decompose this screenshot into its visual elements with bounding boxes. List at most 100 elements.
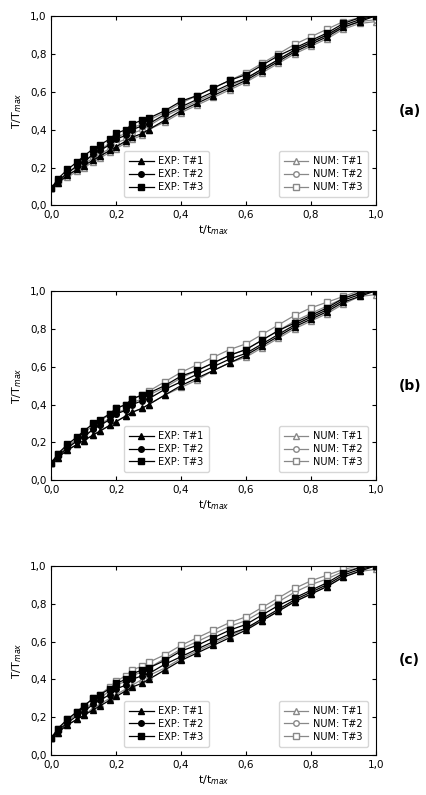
EXP: T#2: (1, 1): T#2: (1, 1) xyxy=(372,11,377,21)
NUM: T#1: (0.9, 0.94): T#1: (0.9, 0.94) xyxy=(340,572,345,582)
EXP: T#1: (0.08, 0.19): T#1: (0.08, 0.19) xyxy=(75,165,80,174)
NUM: T#1: (0.23, 0.33): T#1: (0.23, 0.33) xyxy=(123,138,128,148)
EXP: T#3: (0.8, 0.87): T#3: (0.8, 0.87) xyxy=(308,36,313,45)
EXP: T#2: (0.13, 0.27): T#2: (0.13, 0.27) xyxy=(91,149,96,159)
EXP: T#2: (0, 0.09): T#2: (0, 0.09) xyxy=(49,734,54,743)
NUM: T#2: (0.6, 0.67): T#2: (0.6, 0.67) xyxy=(243,74,248,83)
NUM: T#3: (0.4, 0.57): T#3: (0.4, 0.57) xyxy=(178,367,183,377)
EXP: T#1: (0.75, 0.81): T#1: (0.75, 0.81) xyxy=(291,47,296,56)
NUM: T#3: (0.75, 0.88): T#3: (0.75, 0.88) xyxy=(291,584,296,593)
NUM: T#3: (0.23, 0.4): T#3: (0.23, 0.4) xyxy=(123,400,128,409)
EXP: T#3: (0.5, 0.62): T#3: (0.5, 0.62) xyxy=(210,83,216,93)
NUM: T#1: (0.8, 0.84): T#1: (0.8, 0.84) xyxy=(308,41,313,51)
EXP: T#1: (0.3, 0.4): T#1: (0.3, 0.4) xyxy=(146,125,151,134)
EXP: T#1: (0.55, 0.62): T#1: (0.55, 0.62) xyxy=(227,358,232,367)
EXP: T#3: (0.28, 0.45): T#3: (0.28, 0.45) xyxy=(139,115,144,125)
NUM: T#3: (0.65, 0.75): T#3: (0.65, 0.75) xyxy=(259,59,264,68)
NUM: T#3: (0.7, 0.8): T#3: (0.7, 0.8) xyxy=(275,49,280,59)
EXP: T#2: (0.4, 0.52): T#2: (0.4, 0.52) xyxy=(178,377,183,386)
NUM: T#1: (0.02, 0.12): T#1: (0.02, 0.12) xyxy=(55,727,60,737)
EXP: T#1: (0.65, 0.71): T#1: (0.65, 0.71) xyxy=(259,341,264,351)
EXP: T#1: (0.13, 0.24): T#1: (0.13, 0.24) xyxy=(91,705,96,715)
EXP: T#3: (0.45, 0.58): T#3: (0.45, 0.58) xyxy=(194,366,199,375)
EXP: T#3: (0.45, 0.58): T#3: (0.45, 0.58) xyxy=(194,641,199,650)
EXP: T#3: (0.02, 0.14): T#3: (0.02, 0.14) xyxy=(55,449,60,459)
NUM: T#3: (0.3, 0.49): T#3: (0.3, 0.49) xyxy=(146,657,151,667)
EXP: T#1: (0, 0.09): T#1: (0, 0.09) xyxy=(49,184,54,193)
NUM: T#1: (0.25, 0.35): T#1: (0.25, 0.35) xyxy=(130,134,135,144)
NUM: T#1: (0.6, 0.65): T#1: (0.6, 0.65) xyxy=(243,352,248,362)
EXP: T#2: (0.95, 0.98): T#2: (0.95, 0.98) xyxy=(356,564,361,574)
NUM: T#2: (0.08, 0.21): T#2: (0.08, 0.21) xyxy=(75,436,80,445)
NUM: T#1: (0.28, 0.38): T#1: (0.28, 0.38) xyxy=(139,404,144,413)
EXP: T#2: (0.8, 0.86): T#2: (0.8, 0.86) xyxy=(308,312,313,322)
EXP: T#1: (0.35, 0.45): T#1: (0.35, 0.45) xyxy=(162,665,167,675)
NUM: T#2: (0.25, 0.38): T#2: (0.25, 0.38) xyxy=(130,129,135,138)
NUM: T#3: (0.08, 0.22): T#3: (0.08, 0.22) xyxy=(75,434,80,444)
NUM: T#1: (0.7, 0.75): T#1: (0.7, 0.75) xyxy=(275,333,280,343)
EXP: T#3: (0.2, 0.38): T#3: (0.2, 0.38) xyxy=(113,129,118,138)
EXP: T#3: (0.95, 0.99): T#3: (0.95, 0.99) xyxy=(356,563,361,572)
EXP: T#2: (0.8, 0.86): T#2: (0.8, 0.86) xyxy=(308,588,313,597)
EXP: T#1: (0.23, 0.34): T#1: (0.23, 0.34) xyxy=(123,411,128,421)
NUM: T#2: (0.4, 0.51): T#2: (0.4, 0.51) xyxy=(178,104,183,114)
NUM: T#3: (0.8, 0.92): T#3: (0.8, 0.92) xyxy=(308,576,313,586)
EXP: T#2: (0.28, 0.42): T#2: (0.28, 0.42) xyxy=(139,671,144,681)
EXP: T#2: (0.8, 0.86): T#2: (0.8, 0.86) xyxy=(308,37,313,47)
X-axis label: t/t$_{max}$: t/t$_{max}$ xyxy=(197,498,229,512)
EXP: T#1: (0.7, 0.76): T#1: (0.7, 0.76) xyxy=(275,56,280,66)
EXP: T#3: (0.25, 0.43): T#3: (0.25, 0.43) xyxy=(130,669,135,678)
EXP: T#1: (0.9, 0.94): T#1: (0.9, 0.94) xyxy=(340,297,345,307)
EXP: T#2: (0.75, 0.82): T#2: (0.75, 0.82) xyxy=(291,45,296,55)
EXP: T#2: (0.5, 0.6): T#2: (0.5, 0.6) xyxy=(210,87,216,96)
EXP: T#3: (0.23, 0.4): T#3: (0.23, 0.4) xyxy=(123,125,128,134)
NUM: T#3: (0.28, 0.43): T#3: (0.28, 0.43) xyxy=(139,119,144,129)
EXP: T#3: (0.05, 0.19): T#3: (0.05, 0.19) xyxy=(65,715,70,724)
EXP: T#3: (0.65, 0.74): T#3: (0.65, 0.74) xyxy=(259,60,264,70)
NUM: T#3: (0.15, 0.29): T#3: (0.15, 0.29) xyxy=(97,145,102,155)
NUM: T#3: (0.18, 0.36): T#3: (0.18, 0.36) xyxy=(107,682,112,692)
NUM: T#2: (0.15, 0.3): T#2: (0.15, 0.3) xyxy=(97,693,102,703)
EXP: T#2: (0.4, 0.52): T#2: (0.4, 0.52) xyxy=(178,102,183,111)
NUM: T#2: (0.13, 0.25): T#2: (0.13, 0.25) xyxy=(91,153,96,163)
EXP: T#2: (0.2, 0.35): T#2: (0.2, 0.35) xyxy=(113,684,118,694)
EXP: T#3: (0.75, 0.83): T#3: (0.75, 0.83) xyxy=(291,44,296,53)
NUM: T#3: (0.95, 1): T#3: (0.95, 1) xyxy=(356,561,361,571)
NUM: T#2: (0.9, 0.94): T#2: (0.9, 0.94) xyxy=(340,22,345,32)
EXP: T#2: (0.3, 0.43): T#2: (0.3, 0.43) xyxy=(146,119,151,129)
EXP: T#2: (0.4, 0.52): T#2: (0.4, 0.52) xyxy=(178,652,183,661)
NUM: T#3: (0.95, 0.99): T#3: (0.95, 0.99) xyxy=(356,13,361,22)
EXP: T#3: (0.2, 0.38): T#3: (0.2, 0.38) xyxy=(113,404,118,413)
NUM: T#3: (0.25, 0.45): T#3: (0.25, 0.45) xyxy=(130,665,135,675)
NUM: T#2: (0.6, 0.69): T#2: (0.6, 0.69) xyxy=(243,345,248,355)
NUM: T#2: (0.85, 0.92): T#2: (0.85, 0.92) xyxy=(324,301,329,311)
NUM: T#1: (0.13, 0.24): T#1: (0.13, 0.24) xyxy=(91,430,96,440)
EXP: T#1: (0.28, 0.38): T#1: (0.28, 0.38) xyxy=(139,129,144,138)
EXP: T#3: (0.3, 0.46): T#3: (0.3, 0.46) xyxy=(146,663,151,673)
EXP: T#3: (0.05, 0.19): T#3: (0.05, 0.19) xyxy=(65,440,70,449)
NUM: T#3: (0.05, 0.19): T#3: (0.05, 0.19) xyxy=(65,715,70,724)
NUM: T#2: (0.2, 0.35): T#2: (0.2, 0.35) xyxy=(113,409,118,419)
EXP: T#2: (0.9, 0.95): T#2: (0.9, 0.95) xyxy=(340,296,345,305)
Line: EXP: T#3: EXP: T#3 xyxy=(48,288,378,466)
NUM: T#1: (0.2, 0.3): T#1: (0.2, 0.3) xyxy=(113,144,118,153)
NUM: T#1: (0.28, 0.4): T#1: (0.28, 0.4) xyxy=(139,675,144,684)
NUM: T#1: (0.3, 0.4): T#1: (0.3, 0.4) xyxy=(146,400,151,409)
NUM: T#1: (0.45, 0.55): T#1: (0.45, 0.55) xyxy=(194,646,199,656)
NUM: T#2: (0.65, 0.72): T#2: (0.65, 0.72) xyxy=(259,64,264,74)
NUM: T#2: (0.65, 0.76): T#2: (0.65, 0.76) xyxy=(259,607,264,616)
EXP: T#3: (0.13, 0.3): T#3: (0.13, 0.3) xyxy=(91,693,96,703)
EXP: T#2: (0.75, 0.82): T#2: (0.75, 0.82) xyxy=(291,595,296,604)
EXP: T#1: (0.05, 0.16): T#1: (0.05, 0.16) xyxy=(65,720,70,730)
NUM: T#1: (0.2, 0.31): T#1: (0.2, 0.31) xyxy=(113,417,118,426)
NUM: T#3: (0.28, 0.47): T#3: (0.28, 0.47) xyxy=(139,661,144,671)
EXP: T#2: (0.15, 0.29): T#2: (0.15, 0.29) xyxy=(97,421,102,430)
EXP: T#3: (0.5, 0.62): T#3: (0.5, 0.62) xyxy=(210,633,216,642)
EXP: T#1: (0.13, 0.24): T#1: (0.13, 0.24) xyxy=(91,155,96,165)
NUM: T#2: (0.05, 0.16): T#2: (0.05, 0.16) xyxy=(65,170,70,180)
NUM: T#1: (0.3, 0.4): T#1: (0.3, 0.4) xyxy=(146,125,151,134)
Y-axis label: T/T$_{max}$: T/T$_{max}$ xyxy=(11,92,24,129)
NUM: T#2: (0.7, 0.81): T#2: (0.7, 0.81) xyxy=(275,597,280,607)
NUM: T#2: (0.25, 0.42): T#2: (0.25, 0.42) xyxy=(130,671,135,681)
EXP: T#2: (0.85, 0.9): T#2: (0.85, 0.9) xyxy=(324,305,329,315)
